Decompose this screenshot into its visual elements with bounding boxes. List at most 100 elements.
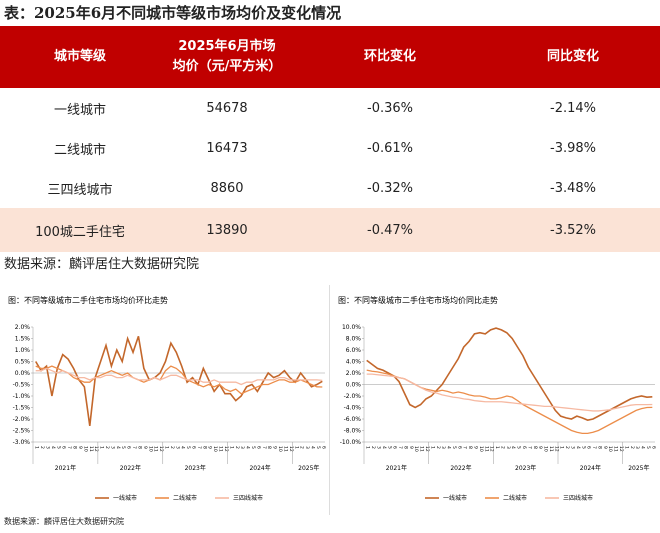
table-row: 100城二手住宅 13890 -0.47% -3.52% (0, 208, 660, 252)
x-tick-label: 6 (255, 446, 261, 449)
y-tick-label: 0.0% (346, 382, 362, 389)
y-tick-label: -8.0% (344, 428, 362, 435)
x-tick-label: 2 (435, 446, 441, 449)
header-cell: 2025年6月市场 均价（元/平方米） (160, 26, 294, 88)
x-tick-label: 2 (104, 446, 110, 449)
x-tick-label: 7 (397, 446, 403, 449)
x-tick-label: 6 (456, 446, 462, 449)
x-tick-label: 2 (234, 446, 240, 449)
x-tick-label: 9 (537, 446, 543, 449)
table-row: 三四线城市 8860 -0.32% -3.48% (0, 168, 660, 208)
x-tick-label: 10 (607, 446, 613, 452)
y-tick-label: -1.0% (13, 393, 31, 400)
x-tick-label: 5 (580, 446, 586, 449)
x-tick-label: 11 (282, 446, 288, 452)
x-tick-label: 9 (408, 446, 414, 449)
group-label: 2021年 (55, 464, 76, 472)
table-cell: 54678 (206, 100, 248, 116)
y-tick-label: 8.0% (346, 336, 362, 343)
y-tick-label: 2.0% (15, 324, 31, 331)
x-tick-label: 2 (370, 446, 376, 449)
x-tick-label: 6 (61, 446, 67, 449)
table-cell: -3.48% (550, 180, 596, 196)
x-tick-label: 7 (131, 446, 137, 449)
x-tick-label: 1 (429, 446, 435, 449)
header-cell: 环比变化 (294, 26, 486, 88)
y-tick-label: 1.5% (15, 336, 31, 343)
x-tick-label: 10 (543, 446, 549, 452)
x-tick-label: 2 (499, 446, 505, 449)
y-tick-label: -3.0% (13, 439, 31, 446)
y-tick-label: 1.0% (15, 347, 31, 354)
table-cell: 三四线城市 (47, 182, 113, 198)
x-tick-label: 11 (483, 446, 489, 452)
x-tick-label: 5 (315, 446, 321, 449)
x-tick-label: 1 (34, 446, 40, 449)
group-label: 2024年 (249, 464, 270, 472)
x-tick-label: 10 (413, 446, 419, 452)
x-tick-label: 4 (640, 446, 646, 449)
x-tick-label: 4 (245, 446, 251, 449)
x-tick-label: 4 (575, 446, 581, 449)
x-tick-label: 8 (72, 446, 78, 449)
x-tick-label: 1 (99, 446, 105, 449)
table-title: 表：2025年6月不同城市等级市场均价及变化情况 (4, 4, 342, 22)
series-line (366, 327, 653, 421)
y-tick-label: -10.0% (340, 439, 362, 446)
x-tick-label: 7 (261, 446, 267, 449)
x-tick-label: 10 (212, 446, 218, 452)
x-tick-label: 8 (532, 446, 538, 449)
x-tick-label: 7 (526, 446, 532, 449)
x-tick-label: 3 (505, 446, 511, 449)
x-tick-label: 6 (126, 446, 132, 449)
group-label: 2024年 (580, 464, 601, 472)
legend-label: 一线城市 (443, 494, 467, 502)
y-tick-label: 10.0% (342, 324, 361, 331)
table-cell: 100城二手住宅 (0, 208, 160, 252)
table-cell: -0.32% (367, 180, 413, 196)
x-tick-label: 9 (272, 446, 278, 449)
x-tick-label: 10 (82, 446, 88, 452)
x-tick-label: 8 (201, 446, 207, 449)
x-tick-label: 2 (564, 446, 570, 449)
x-tick-label: 12 (424, 446, 430, 452)
table-cell: -2.14% (550, 100, 596, 116)
x-tick-label: 7 (462, 446, 468, 449)
legend-label: 二线城市 (503, 494, 527, 502)
y-tick-label: -4.0% (344, 405, 362, 412)
series-line (366, 369, 653, 435)
x-tick-label: 12 (489, 446, 495, 452)
table-cell: 8860 (210, 180, 244, 196)
x-tick-label: 5 (120, 446, 126, 449)
table-cell: 二线城市 (53, 142, 106, 158)
x-tick-label: 11 (153, 446, 159, 452)
table-cell: -0.61% (367, 140, 413, 156)
x-tick-label: 11 (613, 446, 619, 452)
x-tick-label: 6 (320, 446, 326, 449)
x-tick-label: 4 (381, 446, 387, 449)
legend-label: 一线城市 (113, 494, 137, 502)
table-row: 一线城市 54678 -0.36% -2.14% (0, 88, 660, 128)
x-tick-label: 5 (55, 446, 61, 449)
x-tick-label: 10 (277, 446, 283, 452)
x-tick-label: 4 (180, 446, 186, 449)
x-tick-label: 5 (451, 446, 457, 449)
header-row: 城市等级 2025年6月市场 均价（元/平方米） 环比变化 同比变化 (0, 26, 660, 88)
chart-title: 图：不同等级城市二手住宅市场均价同比走势 (338, 295, 498, 305)
footnote: 数据来源：麟评居住大数据研究院 (4, 517, 124, 526)
x-tick-label: 8 (402, 446, 408, 449)
y-tick-label: 4.0% (346, 359, 362, 366)
x-tick-label: 6 (191, 446, 197, 449)
x-tick-label: 6 (650, 446, 656, 449)
group-label: 2025年 (298, 464, 319, 472)
x-tick-label: 1 (623, 446, 629, 449)
group-label: 2022年 (120, 464, 141, 472)
x-tick-label: 4 (309, 446, 315, 449)
price-table: 城市等级 2025年6月市场 均价（元/平方米） 环比变化 同比变化 一线城市 54… (0, 26, 660, 252)
x-tick-label: 12 (93, 446, 99, 452)
x-tick-label: 6 (392, 446, 398, 449)
x-tick-label: 1 (163, 446, 169, 449)
x-tick-label: 9 (602, 446, 608, 449)
x-tick-label: 11 (548, 446, 554, 452)
